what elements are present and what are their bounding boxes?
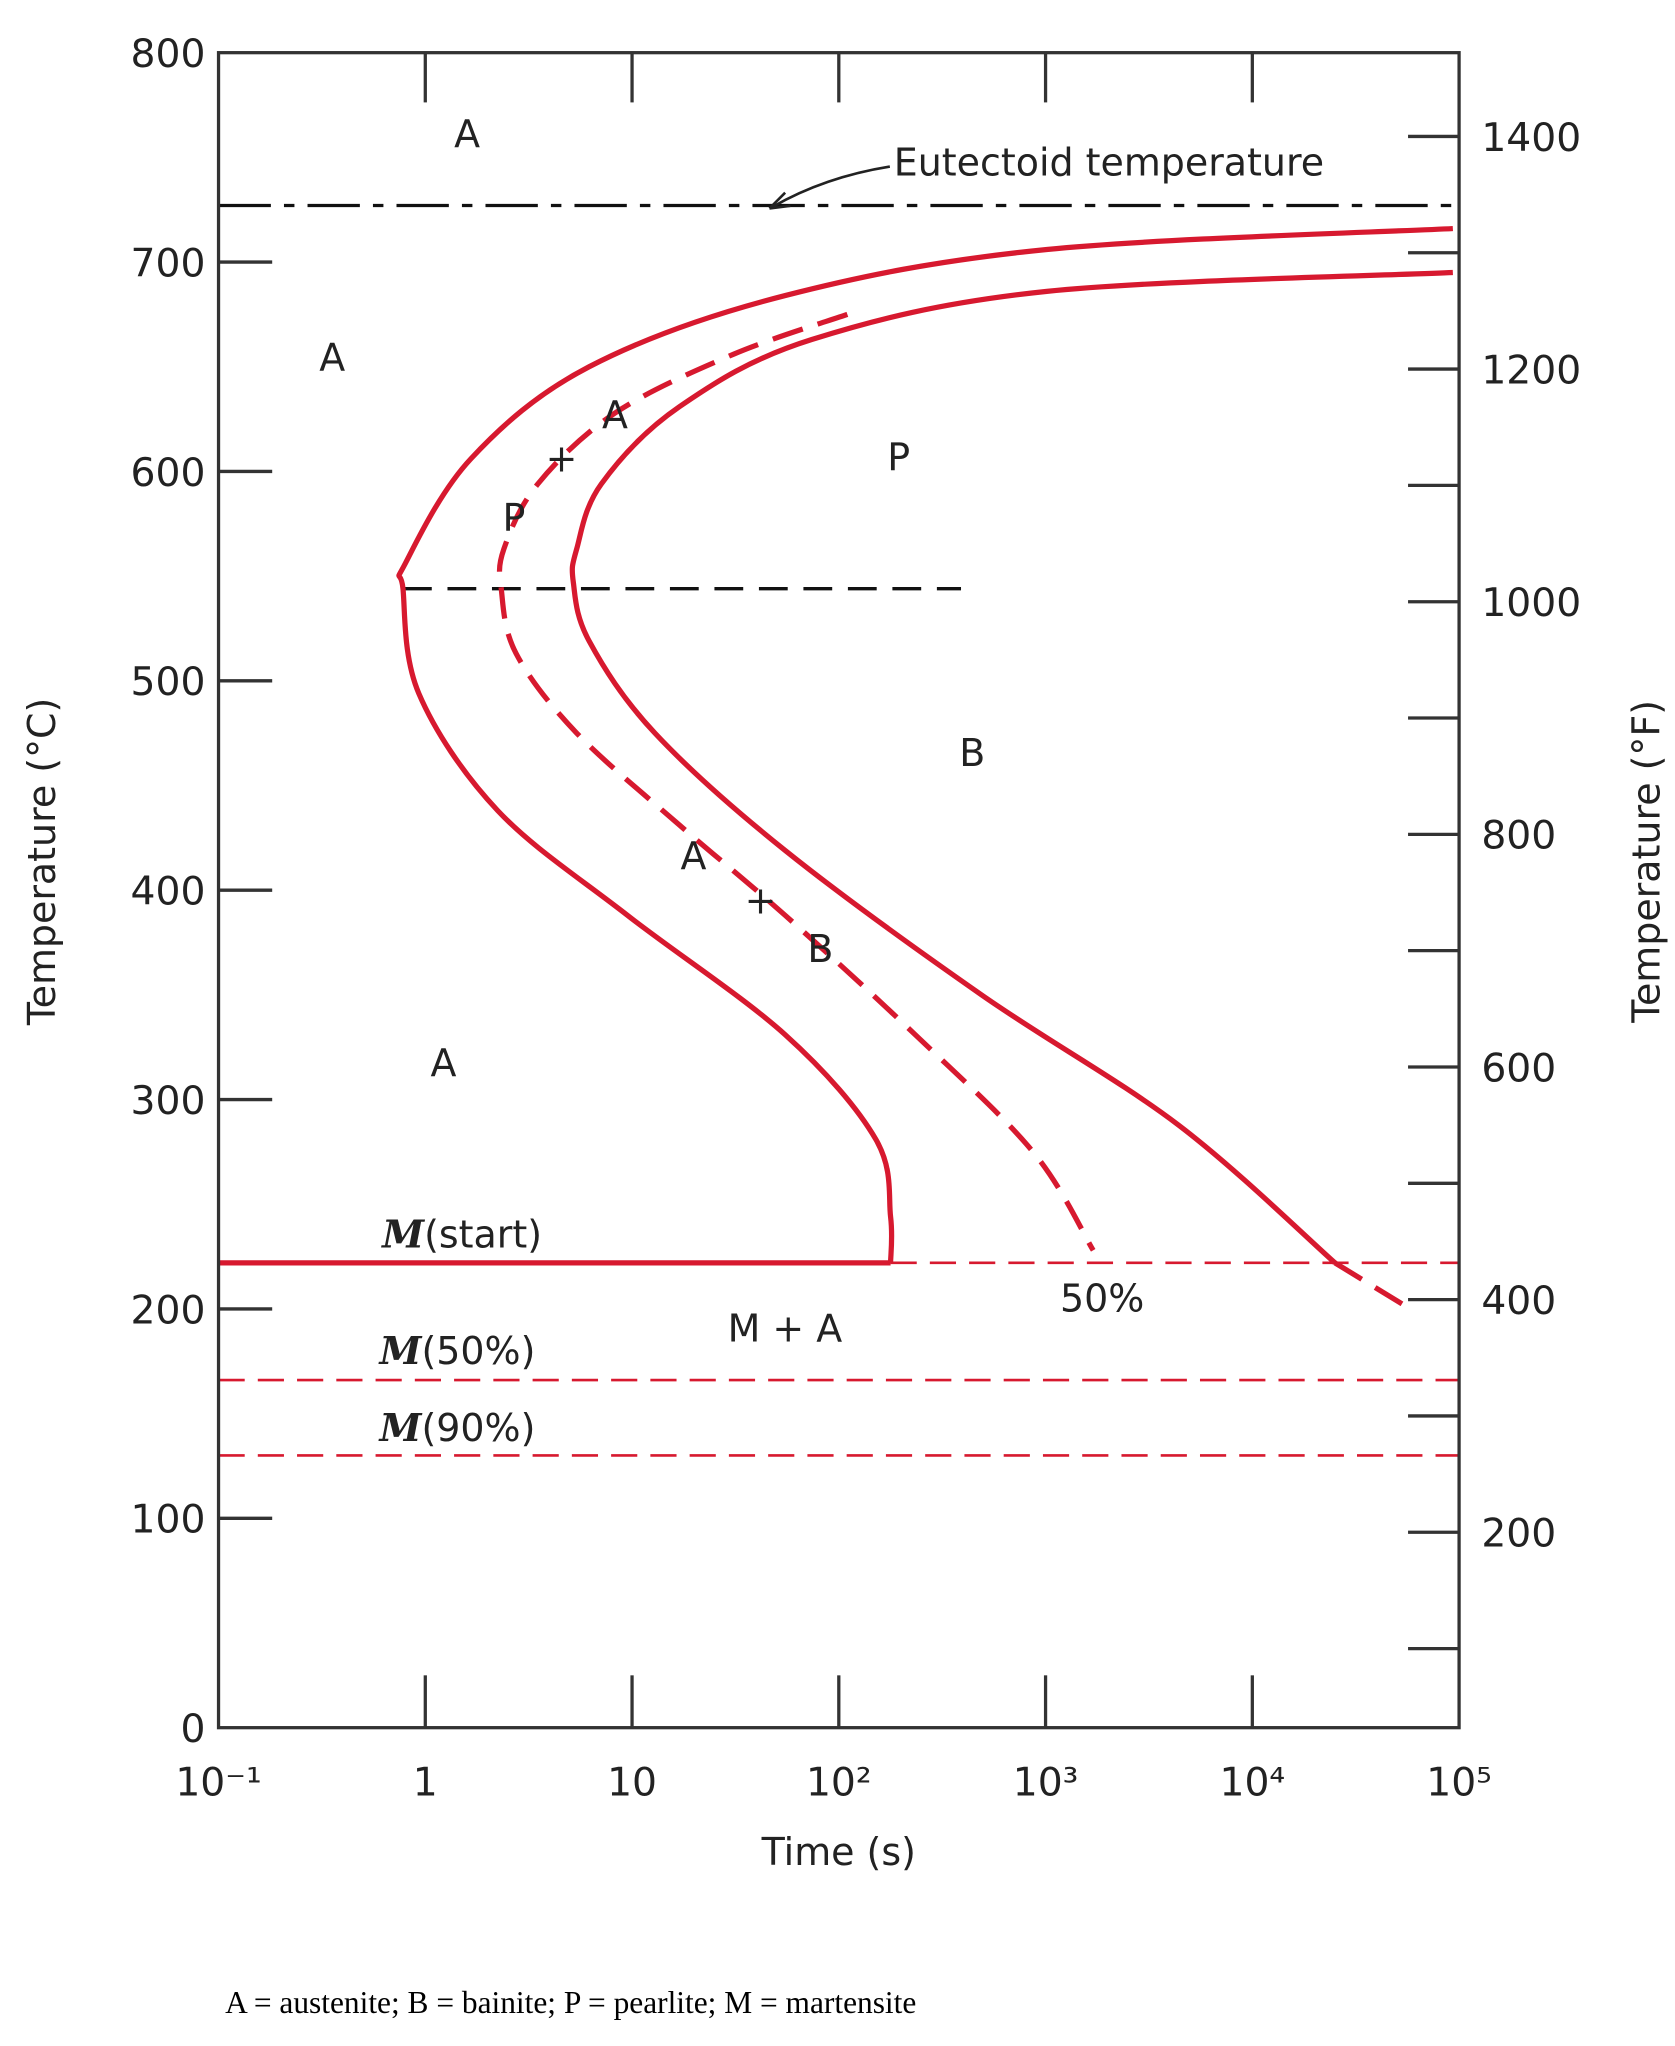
y-tick-label: 0 — [180, 1707, 205, 1752]
label-m-start: M(start) — [380, 1211, 542, 1256]
y-right-tick-label: 1200 — [1481, 348, 1581, 393]
y-right-tick-label: 200 — [1481, 1512, 1556, 1557]
label-ab-a: A — [680, 834, 706, 878]
label-m50: M(50%) — [377, 1328, 535, 1373]
y-right-tick-label: 800 — [1481, 814, 1556, 859]
x-tick-label: 10⁻¹ — [175, 1761, 261, 1806]
y-tick-label: 400 — [131, 870, 206, 915]
label-ap-p: P — [503, 495, 526, 539]
y-tick-label: 600 — [131, 451, 206, 496]
y-right-tick-label: 400 — [1481, 1279, 1556, 1324]
eutectoid-arrow — [771, 165, 891, 209]
y-right-tick-label: 1000 — [1481, 581, 1581, 626]
label-b: B — [959, 731, 985, 775]
legend-caption: A = austenite; B = bainite; P = pearlite… — [225, 1985, 916, 2020]
y-tick-label: 700 — [131, 241, 206, 286]
label-a-low: A — [431, 1041, 457, 1085]
y-right-tick-label: 600 — [1481, 1046, 1556, 1091]
eutectoid-label: Eutectoid temperature — [894, 141, 1324, 185]
label-ab-b: B — [807, 927, 833, 971]
y-tick-label: 100 — [131, 1498, 206, 1543]
m-italic: M — [380, 1211, 425, 1256]
eutectoid-arrowhead — [768, 191, 791, 210]
x-axis-label: Time (s) — [761, 1830, 916, 1874]
label-ab-plus: + — [745, 879, 777, 923]
y-tick-label: 300 — [131, 1079, 206, 1124]
x-tick-label: 10² — [806, 1761, 872, 1806]
m-italic: M — [377, 1405, 422, 1450]
x-tick-label: 10⁵ — [1426, 1761, 1492, 1806]
m50-rest: (50%) — [421, 1329, 535, 1373]
y-right-axis-label: Temperature (°F) — [1624, 700, 1668, 1024]
label-m90: M(90%) — [377, 1405, 535, 1450]
y-tick-label: 800 — [131, 32, 206, 77]
y-axis-label: Temperature (°C) — [20, 698, 64, 1026]
curve-series-2 — [1333, 1260, 1416, 1314]
label-ap-a: A — [602, 393, 628, 437]
m90-rest: (90%) — [421, 1406, 535, 1450]
x-tick-label: 1 — [413, 1761, 438, 1806]
curve-series-0 — [396, 225, 1453, 1263]
label-a-top: A — [454, 112, 480, 156]
label-50pct: 50% — [1060, 1277, 1144, 1321]
label-ap-plus: + — [546, 436, 578, 480]
y-tick-label: 200 — [131, 1288, 206, 1333]
label-p: P — [887, 435, 910, 479]
x-tick-label: 10 — [607, 1761, 657, 1806]
y-right-tick-label: 1400 — [1481, 116, 1581, 161]
x-tick-label: 10⁴ — [1219, 1761, 1285, 1806]
curve-series-1 — [569, 269, 1453, 1265]
m-italic: M — [377, 1328, 422, 1373]
label-m-plus-a: M + A — [728, 1307, 843, 1351]
y-tick-label: 500 — [131, 660, 206, 705]
m-start-rest: (start) — [424, 1212, 542, 1256]
label-a-left: A — [319, 336, 345, 380]
x-tick-label: 10³ — [1013, 1761, 1079, 1806]
curve-series-3 — [496, 311, 1096, 1252]
